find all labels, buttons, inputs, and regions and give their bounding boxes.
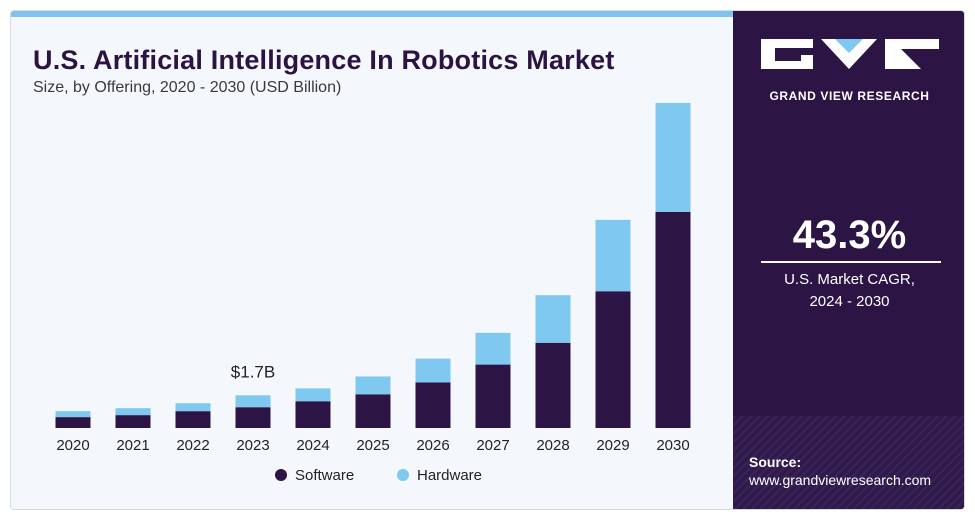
x-tick-label: 2021 [116, 437, 149, 454]
bar-software-2021 [115, 415, 151, 428]
cagr-divider [761, 261, 941, 263]
x-tick-label: 2029 [596, 437, 629, 454]
source-pattern [733, 416, 964, 509]
bar-hardware-2021 [115, 408, 151, 416]
legend-marker-software [275, 469, 287, 481]
bar-chart: 2020 2021 2022 2023 2024 2025 2026 2027 2028 2029… [55, 102, 691, 484]
chart-title: U.S. Artificial Intelligence In Robotics… [33, 45, 615, 75]
bar-software-2030 [655, 211, 691, 428]
source-link[interactable]: www.grandviewresearch.com [749, 472, 932, 488]
legend-label-hardware: Hardware [417, 467, 482, 484]
cagr-label-line2: 2024 - 2030 [809, 293, 890, 310]
cagr-value: 43.3% [792, 213, 907, 257]
cagr-label-line1: U.S. Market CAGR, [784, 271, 915, 288]
bar-hardware-2030 [655, 102, 691, 212]
legend-label-software: Software [295, 467, 354, 484]
bar-hardware-2025 [355, 376, 391, 395]
bar-software-2023 [235, 407, 271, 428]
bar-software-2020 [55, 417, 91, 428]
x-tick-label: 2026 [416, 437, 449, 454]
x-tick-label: 2023 [236, 437, 269, 454]
bar-hardware-2028 [535, 295, 571, 343]
bar-software-2026 [415, 382, 451, 428]
accent-bar [11, 11, 733, 17]
bar-software-2025 [355, 394, 391, 428]
bar-hardware-2024 [295, 388, 331, 402]
bar-hardware-2027 [475, 332, 511, 365]
bar-software-2029 [595, 291, 631, 428]
x-tick-label: 2025 [356, 437, 389, 454]
x-tick-label: 2024 [296, 437, 329, 454]
x-tick-label: 2020 [56, 437, 89, 454]
bar-hardware-2022 [175, 403, 211, 412]
x-tick-label: 2028 [536, 437, 569, 454]
x-tick-label: 2030 [656, 437, 689, 454]
bar-software-2028 [535, 342, 571, 428]
bar-hardware-2023 [235, 395, 271, 408]
x-tick-label: 2027 [476, 437, 509, 454]
source-label: Source: [749, 454, 802, 470]
data-label-2023: $1.7B [231, 362, 275, 381]
cagr-label: U.S. Market CAGR, 2024 - 2030 [733, 269, 964, 313]
brand-name: GRAND VIEW RESEARCH [769, 89, 930, 103]
bar-software-2024 [295, 401, 331, 428]
legend-marker-hardware [397, 469, 409, 481]
bar-hardware-2026 [415, 358, 451, 383]
bar-software-2027 [475, 364, 511, 428]
bar-hardware-2029 [595, 219, 631, 292]
grand-view-research-logo-icon [761, 39, 939, 69]
chart-card: U.S. Artificial Intelligence In Robotics… [10, 10, 965, 510]
bar-hardware-2020 [55, 411, 91, 418]
bar-software-2022 [175, 411, 211, 428]
chart-subtitle: Size, by Offering, 2020 - 2030 (USD Bill… [33, 79, 342, 96]
x-tick-label: 2022 [176, 437, 209, 454]
side-panel: GRAND VIEW RESEARCH 43.3% U.S. Market CA… [733, 11, 964, 509]
